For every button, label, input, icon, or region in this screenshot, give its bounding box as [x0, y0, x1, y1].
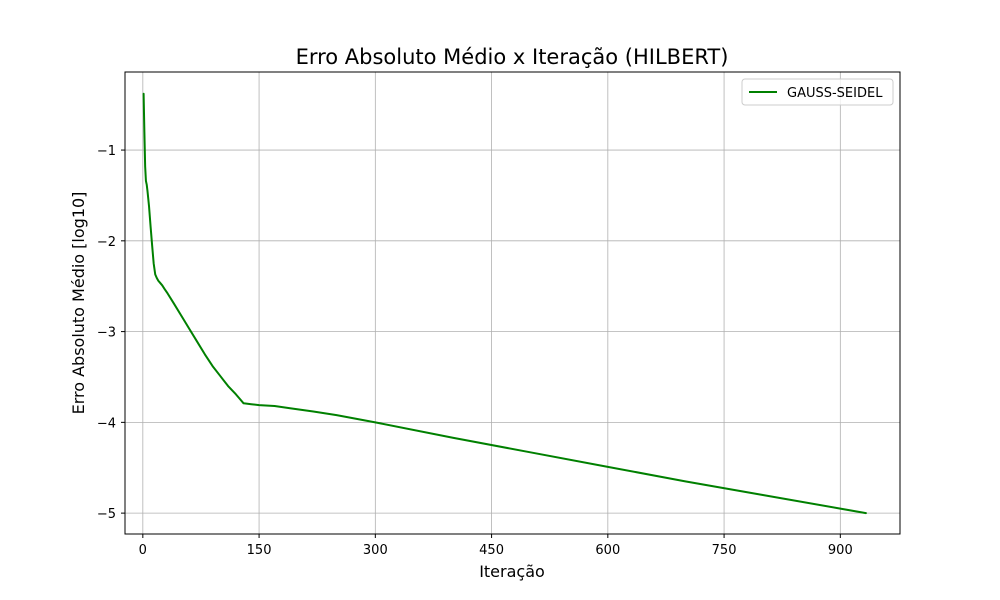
x-axis-ticks: 0 150 300 450 600 750 900: [139, 534, 853, 558]
chart-title: Erro Absoluto Médio x Iteração (HILBERT): [296, 45, 729, 69]
y-tick-label: −3: [97, 326, 116, 341]
x-tick-label: 900: [828, 543, 853, 558]
plot-area-frame: [124, 71, 901, 535]
x-tick-label: 0: [139, 543, 147, 558]
series-line-gauss-seidel: [142, 92, 867, 515]
x-tick-label: 450: [479, 543, 504, 558]
grid: [125, 72, 900, 534]
y-tick-label: −5: [97, 507, 116, 522]
legend-box: [741, 78, 894, 106]
legend: GAUSS-SEIDEL: [741, 78, 894, 106]
x-tick-label: 600: [595, 543, 620, 558]
x-tick-label: 150: [247, 543, 272, 558]
x-tick-label: 750: [712, 543, 737, 558]
series-layer: [142, 92, 867, 515]
y-tick-label: −4: [97, 416, 116, 431]
y-tick-label: −1: [97, 144, 116, 159]
y-axis-title: Erro Absoluto Médio [log10]: [69, 192, 88, 415]
y-axis-ticks: −1 −2 −3 −4 −5: [97, 144, 125, 522]
x-tick-label: 300: [363, 543, 388, 558]
legend-label-gauss-seidel: GAUSS-SEIDEL: [787, 86, 883, 101]
y-tick-label: −2: [97, 235, 116, 250]
x-axis-title: Iteração: [479, 562, 545, 581]
